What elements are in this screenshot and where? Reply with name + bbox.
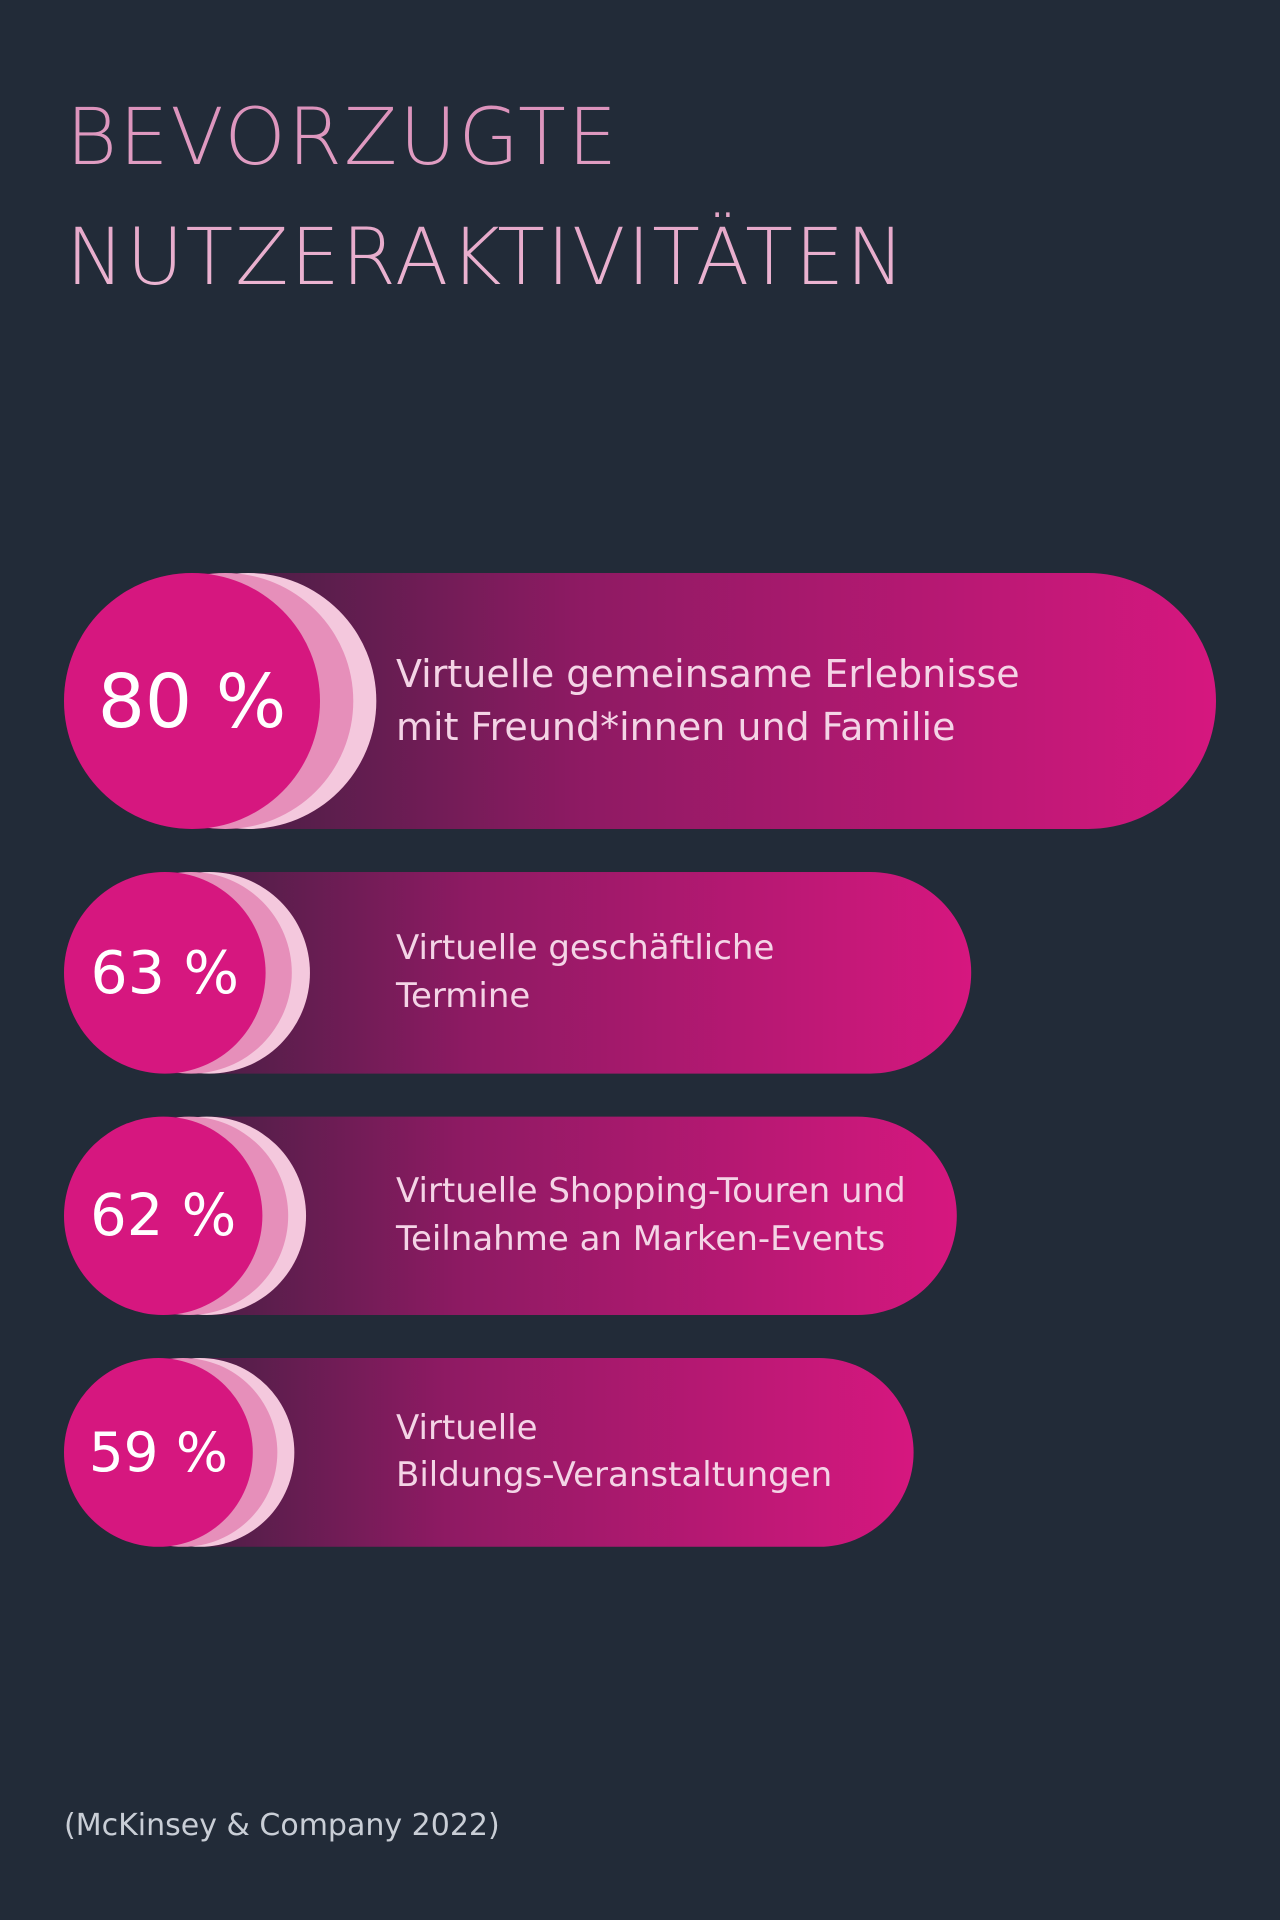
bar-cap xyxy=(64,872,266,1074)
value-label: 62 % xyxy=(90,1182,237,1250)
category-label: Virtuelle Bildungs-Veranstaltungen xyxy=(396,1407,833,1496)
source: (McKinsey & Company 2022) xyxy=(64,1808,500,1843)
value-label: 80 % xyxy=(97,657,287,745)
category-label: Virtuelle gemeinsame Erlebnisse mit Freu… xyxy=(396,651,1020,749)
category-label: Virtuelle Shopping-Touren und Teilnahme … xyxy=(396,1171,906,1259)
bar-cap xyxy=(64,573,320,829)
bar-cap xyxy=(63,1358,253,1547)
bar-cap xyxy=(64,1116,263,1316)
category-label: Virtuelle geschäftliche Termine xyxy=(396,928,775,1016)
value-label: 63 % xyxy=(90,938,240,1007)
chart-title: BEVORZUGTE NUTZERAKTIVITÄTEN xyxy=(66,78,1066,318)
value-label: 59 % xyxy=(88,1420,228,1485)
